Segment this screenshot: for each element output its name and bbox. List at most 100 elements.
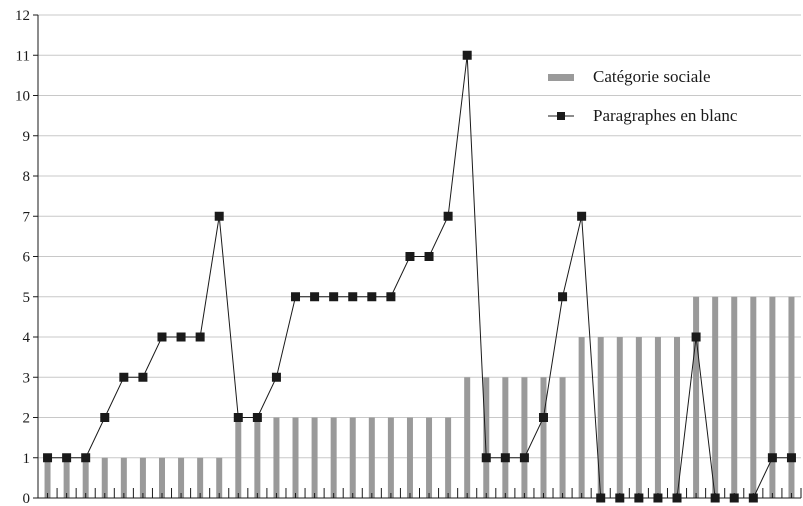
line-marker	[310, 292, 320, 302]
bar	[44, 457, 51, 498]
line-marker	[443, 211, 453, 221]
bar	[788, 296, 795, 498]
y-tick-label: 1	[23, 451, 31, 467]
bar	[693, 296, 700, 498]
y-tick-label: 7	[23, 209, 31, 225]
line-marker	[291, 292, 301, 302]
bar	[254, 417, 261, 498]
line-marker	[176, 332, 186, 342]
line-marker	[596, 493, 606, 503]
y-tick-label: 10	[15, 89, 30, 105]
bar	[82, 457, 89, 498]
bar	[273, 417, 280, 498]
line-marker	[252, 413, 262, 422]
y-tick-label: 6	[23, 250, 31, 266]
bar	[540, 377, 547, 498]
line-marker	[786, 453, 796, 463]
y-tick-label: 9	[23, 129, 31, 145]
line-marker	[424, 252, 434, 261]
bar	[101, 457, 108, 498]
bar	[235, 417, 242, 498]
bar	[674, 337, 681, 498]
line-marker	[81, 453, 91, 463]
bar	[368, 417, 375, 498]
y-tick-label: 5	[23, 290, 31, 306]
bar	[349, 417, 356, 498]
bar	[63, 457, 70, 498]
bar	[178, 457, 185, 498]
bar	[445, 417, 452, 498]
line-marker	[558, 292, 568, 302]
line-marker	[615, 493, 625, 503]
line-marker	[100, 413, 110, 422]
line-marker	[138, 372, 148, 382]
line-marker	[62, 453, 72, 463]
bar	[654, 337, 661, 498]
y-tick-label: 8	[23, 169, 31, 185]
y-tick-label: 0	[23, 491, 31, 506]
line-marker	[481, 453, 491, 463]
bar	[387, 417, 394, 498]
line-marker	[691, 332, 701, 342]
bar	[330, 417, 337, 498]
bar	[712, 296, 719, 498]
y-tick-label: 4	[23, 330, 31, 346]
line-marker	[672, 493, 682, 503]
line-marker	[634, 493, 644, 503]
bar	[216, 457, 223, 498]
line-marker	[767, 453, 777, 463]
bar	[559, 377, 566, 498]
y-tick-label: 3	[23, 370, 31, 386]
y-tick-label: 2	[23, 411, 31, 427]
line-marker	[710, 493, 720, 503]
line-marker	[214, 211, 224, 221]
axes	[33, 14, 802, 499]
line-marker	[329, 292, 339, 302]
line-marker	[538, 413, 548, 422]
line-marker	[195, 332, 205, 342]
y-tick-label: 11	[16, 48, 30, 64]
bar	[483, 377, 490, 498]
line-marker	[405, 252, 415, 261]
legend: Catégorie sociale Paragraphes en blanc	[548, 67, 738, 125]
series-line	[47, 55, 792, 499]
line-series	[43, 50, 796, 503]
y-tick-label: 12	[15, 8, 30, 24]
bar	[502, 377, 509, 498]
bar	[597, 337, 604, 498]
bar-series	[44, 296, 795, 498]
bar	[120, 457, 127, 498]
bar	[731, 296, 738, 498]
bar	[635, 337, 642, 498]
line-marker	[729, 493, 739, 503]
bar	[426, 417, 433, 498]
legend-swatch-bar	[548, 74, 574, 81]
bar	[139, 457, 146, 498]
bar	[616, 337, 623, 498]
bar	[769, 296, 776, 498]
line-marker	[500, 453, 510, 463]
line-marker	[577, 211, 587, 221]
line-marker	[157, 332, 167, 342]
line-marker	[348, 292, 358, 302]
bar	[750, 296, 757, 498]
line-marker	[748, 493, 758, 503]
line-marker	[233, 413, 243, 422]
line-marker	[462, 50, 472, 60]
bar	[197, 457, 204, 498]
bar	[311, 417, 318, 498]
bar	[158, 457, 165, 498]
bar	[406, 417, 413, 498]
legend-swatch-marker	[557, 112, 565, 120]
line-marker	[43, 453, 53, 463]
legend-label-bar: Catégorie sociale	[593, 67, 711, 86]
bar	[578, 337, 585, 498]
line-marker	[519, 453, 529, 463]
line-marker	[271, 372, 281, 382]
bar	[464, 377, 471, 498]
bar	[521, 377, 528, 498]
line-marker	[386, 292, 396, 302]
line-marker	[367, 292, 377, 302]
